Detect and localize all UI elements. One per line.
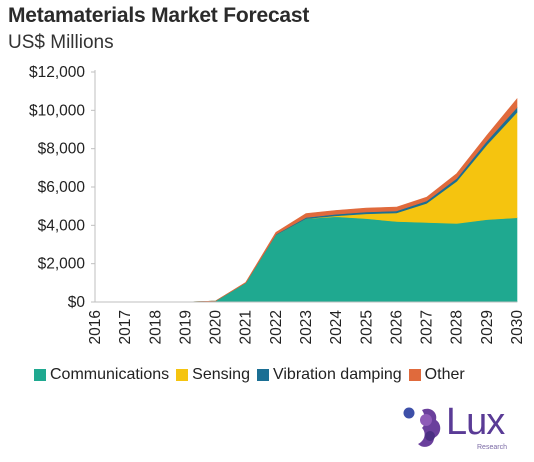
legend-label-sensing: Sensing	[192, 366, 250, 383]
legend-swatch-sensing	[176, 369, 189, 381]
legend-item-other: Other	[408, 366, 465, 384]
legend-swatch-vibration-damping	[256, 369, 269, 381]
x-tick-label: 2023	[298, 310, 315, 344]
x-tick-label: 2025	[358, 310, 375, 344]
legend-swatch-other	[408, 369, 421, 381]
y-tick-label: $2,000	[38, 256, 86, 273]
legend-swatch-communications	[34, 369, 46, 381]
x-tick-label: 2018	[147, 310, 164, 344]
x-tick-label: 2026	[388, 310, 405, 344]
y-tick-label: $8,000	[38, 141, 86, 158]
x-tick-label: 2019	[177, 310, 194, 344]
x-tick-label: 2022	[268, 310, 285, 344]
legend-label-vibration-damping: Vibration damping	[272, 366, 402, 383]
x-tick-label: 2017	[117, 310, 134, 344]
legend-item-vibration-damping: Vibration damping	[256, 366, 402, 384]
x-tick-label: 2028	[449, 310, 466, 344]
y-tick-label: $4,000	[38, 217, 86, 234]
area-series-communications	[95, 216, 518, 303]
x-tick-label: 2021	[238, 310, 255, 344]
area-series-other	[95, 97, 518, 303]
legend-item-sensing: Sensing	[176, 366, 250, 384]
logo-subtext: Research	[477, 444, 507, 451]
chart-title: Metamaterials Market Forecast	[8, 4, 310, 27]
legend-label-other: Other	[424, 366, 465, 383]
x-tick-label: 2024	[328, 310, 345, 345]
x-tick-label: 2016	[87, 310, 104, 344]
chart-subtitle: US$ Millions	[8, 32, 114, 53]
legend-label-communications: Communications	[50, 366, 170, 383]
lux-logo-icon	[403, 407, 441, 447]
y-tick-label: $12,000	[29, 64, 85, 81]
y-tick-label: $6,000	[38, 179, 86, 196]
x-tick-label: 2030	[509, 310, 526, 345]
x-tick-label: 2020	[208, 310, 225, 345]
x-tick-label: 2027	[419, 310, 436, 344]
y-tick-label: $10,000	[29, 102, 85, 119]
legend: Communications Sensing Vibration damping…	[34, 366, 465, 384]
logo-text: Lux	[446, 401, 505, 443]
x-tick-label: 2029	[479, 310, 496, 344]
y-tick-label: $0	[68, 294, 86, 311]
legend-item-communications: Communications	[34, 366, 169, 384]
